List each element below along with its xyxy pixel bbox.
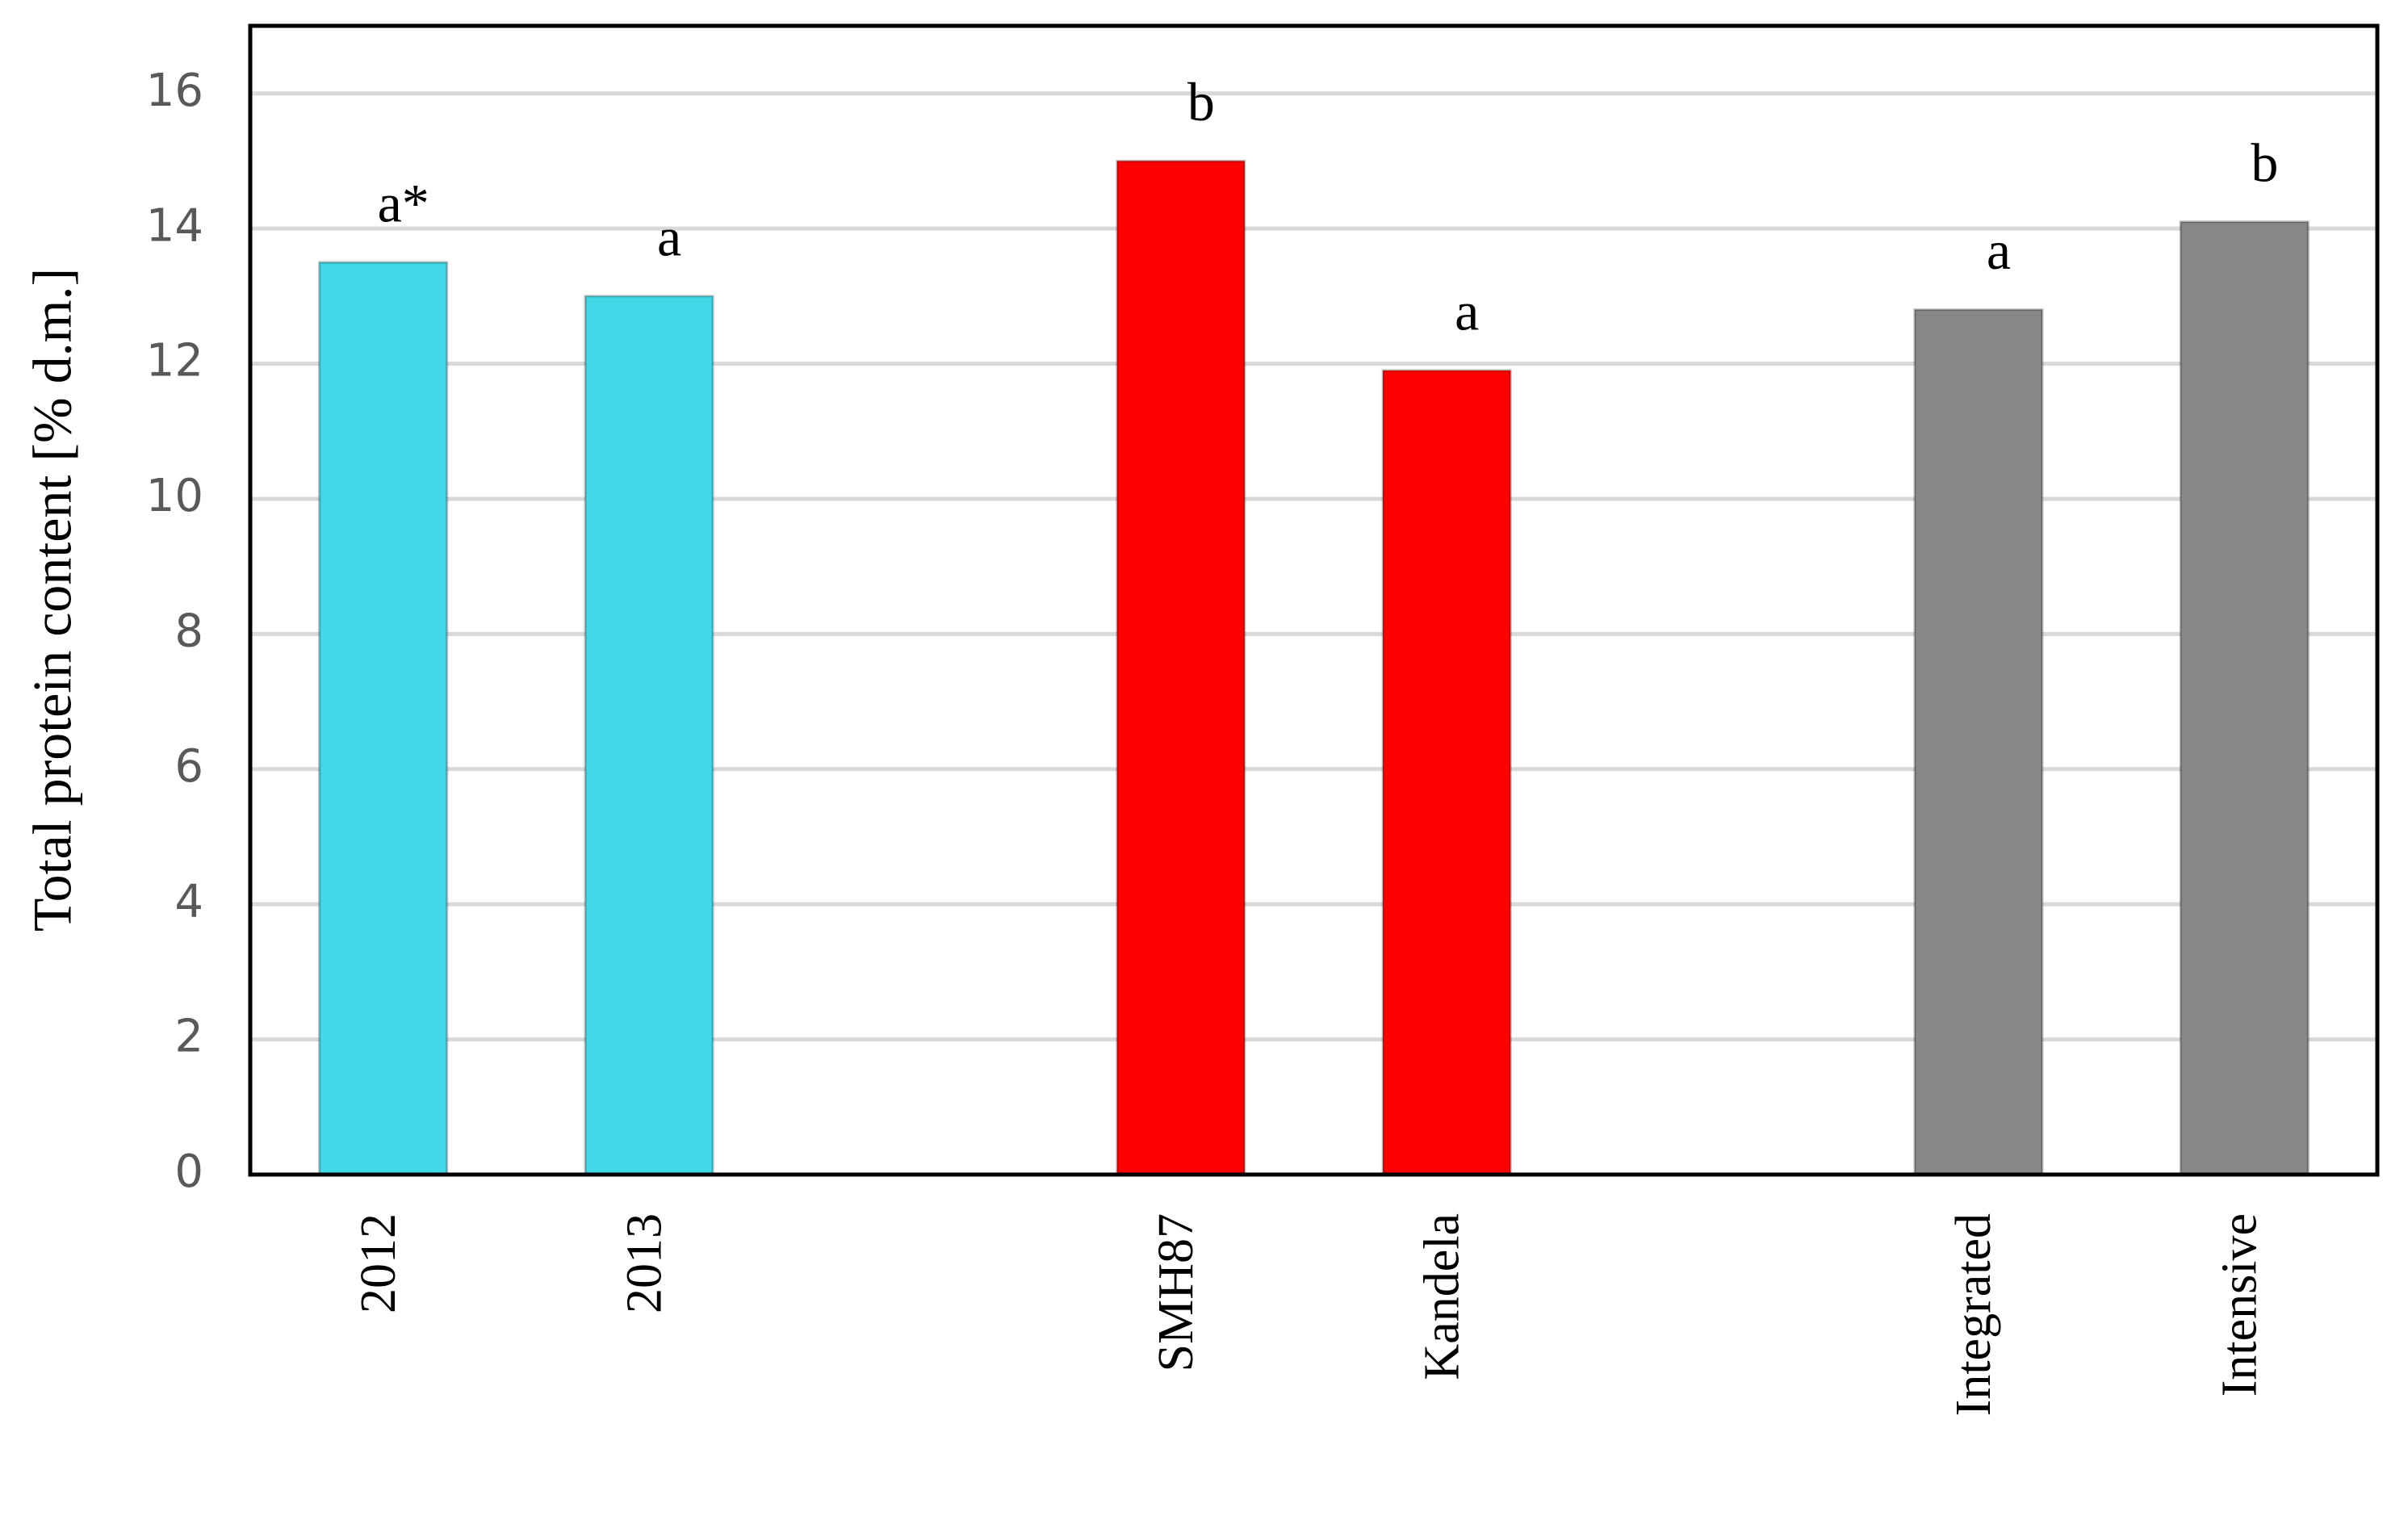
bar — [584, 295, 714, 1176]
significance-label: a — [657, 206, 681, 267]
bar — [1381, 369, 1512, 1176]
significance-label: a — [1455, 281, 1479, 342]
bars — [318, 159, 2310, 1176]
bar — [2179, 220, 2310, 1176]
significance-label: b — [1187, 71, 1215, 132]
significance-label: a — [1987, 220, 2011, 281]
x-tick-label: 2013 — [617, 1213, 672, 1313]
y-tick-label: 4 — [174, 875, 203, 928]
y-tick-label: 16 — [146, 65, 203, 117]
y-tick-label: 6 — [174, 740, 203, 793]
significance-label: a* — [378, 173, 429, 234]
y-axis-label: Total protein content [% d.m.] — [22, 268, 83, 932]
x-tick-label: Kandela — [1414, 1213, 1469, 1380]
bar — [318, 261, 449, 1176]
y-tick-label: 12 — [146, 335, 203, 387]
y-tick-label: 2 — [174, 1011, 203, 1063]
y-tick-label: 10 — [146, 470, 203, 522]
y-tick-label: 0 — [174, 1146, 203, 1198]
plot-frame — [248, 23, 2380, 1177]
bar — [1116, 159, 1246, 1176]
y-tick-label: 8 — [174, 605, 203, 657]
significance-label: b — [2251, 132, 2278, 193]
x-tick-label: SMH87 — [1149, 1213, 1204, 1372]
x-tick-label: 2012 — [351, 1213, 406, 1313]
x-tick-label: Integrated — [1946, 1213, 2001, 1416]
x-tick-label: Intensive — [2213, 1213, 2268, 1397]
bar — [1913, 308, 2044, 1176]
grid — [250, 91, 2377, 1177]
y-tick-label: 14 — [146, 199, 203, 252]
